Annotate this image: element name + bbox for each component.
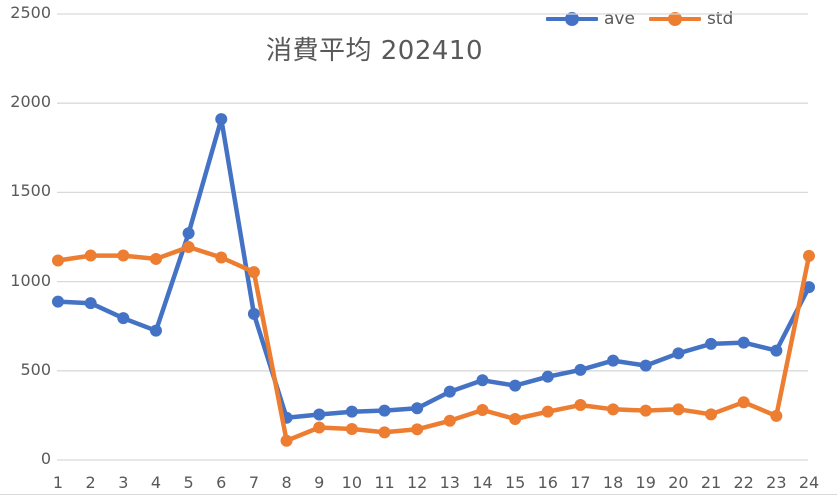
data-point-marker[interactable]: ave 14: 447 [476,374,489,387]
x-tick-label: 20 [668,473,689,492]
series-line [55,116,812,420]
data-point-marker[interactable]: std 14: 280 [476,404,489,417]
data-point-marker[interactable]: std 15: 230 [509,412,522,425]
data-point-marker[interactable]: ave 20: 598 [672,347,685,360]
chart-title: 消費平均 202410 [266,36,484,66]
data-point-marker[interactable]: std 22: 324 [737,396,750,409]
data-point-marker[interactable]: std 1: 1118 [52,254,64,267]
x-tick-label: 13 [439,473,460,492]
data-point-marker[interactable]: ave 9: 255 [313,408,326,421]
data-point-marker[interactable]: ave 22: 658 [737,336,750,349]
data-point-marker[interactable]: std 2: 1146 [84,249,97,262]
data-point-marker[interactable]: ave 21: 651 [705,337,718,350]
y-tick-label: 2000 [10,92,51,112]
y-tick-label: 1500 [10,181,51,201]
data-point-marker[interactable]: std 16: 271 [541,405,554,418]
data-point-marker[interactable]: ave 18: 557 [607,354,620,367]
data-point-marker[interactable]: ave 24: 969 [803,281,815,294]
x-tick-label: 17 [570,473,591,492]
x-tick-label: 9 [314,473,325,492]
x-tick-label: 19 [635,473,656,492]
x-tick-label: 3 [118,473,129,492]
data-point-marker[interactable]: std 19: 277 [639,404,652,417]
series-line [55,244,812,443]
y-tick-label: 2500 [10,3,51,22]
data-point-marker[interactable]: ave 10: 271 [345,405,358,418]
data-point-marker[interactable]: std 8: 108 [280,434,293,447]
x-tick-label: 10 [341,473,363,492]
data-point-marker[interactable]: std 18: 284 [607,403,620,416]
x-tick-label: 4 [150,473,162,492]
x-tick-label: 8 [281,473,292,492]
x-tick-label: 6 [216,473,227,492]
data-point-marker[interactable]: std 20: 284 [672,403,685,416]
legend-marker-icon [648,12,701,26]
data-point-marker[interactable]: std 12: 172 [411,423,424,436]
data-point-marker[interactable]: ave 5: 1271 [182,227,195,240]
x-tick-label: 11 [374,473,395,492]
data-point-marker[interactable]: ave 7: 819 [247,307,260,320]
x-tick-label: 16 [537,473,558,492]
x-tick-label: 14 [472,473,493,492]
data-point-marker[interactable]: ave 17: 505 [574,363,587,376]
data-point-marker[interactable]: std 17: 308 [574,399,587,412]
x-tick-label: 5 [183,473,194,492]
data-point-marker[interactable]: ave 12: 290 [411,402,424,415]
data-point-marker[interactable]: ave 23: 613 [770,344,783,357]
data-point-marker[interactable]: ave 15: 417 [509,379,522,392]
x-tick-label: 12 [406,473,428,492]
x-tick-label: 23 [766,473,787,492]
data-point-marker[interactable]: ave 16: 467 [541,370,554,383]
x-tick-label: 15 [504,473,526,492]
x-tick-label: 22 [733,473,754,492]
y-tick-label: 0 [40,449,51,468]
data-point-marker[interactable]: std 21: 256 [705,408,718,421]
data-point-marker[interactable]: ave 11: 277 [378,404,391,417]
x-tick-label: 1 [52,473,64,492]
data-point-marker[interactable]: std 3: 1146 [117,249,130,262]
data-point-marker[interactable]: std 6: 1135 [215,251,228,264]
y-tick-label: 1000 [10,270,51,290]
x-tick-label: 2 [85,473,96,492]
chart-border [0,494,837,495]
data-point-marker[interactable]: std 5: 1194 [182,240,195,253]
x-tick-label: 24 [798,473,820,492]
data-point-marker[interactable]: std 4: 1127 [149,252,162,265]
legend-marker-icon [546,12,598,26]
data-point-marker[interactable]: std 11: 155 [378,426,391,439]
x-tick-label: 7 [248,473,259,492]
data-point-marker[interactable]: ave 2: 879 [84,297,97,310]
x-tick-label: 18 [602,473,624,492]
data-point-marker[interactable]: ave 6: 1911 [215,113,228,126]
data-point-marker[interactable]: std 9: 182 [313,421,326,434]
data-point-marker[interactable]: ave 4: 725 [149,324,162,337]
series-ave: ave 1: 888 ave 2: 879 ave 3: 795 ave 4: 725… [52,113,815,424]
data-point-marker[interactable]: std 10: 174 [345,422,358,435]
series-std: std 1: 1118 std 2: 1146 std 3: 1146 std 4: … [52,240,815,447]
data-point-marker[interactable]: ave 19: 529 [639,359,652,372]
y-tick-label: 500 [20,359,51,379]
data-point-marker[interactable]: ave 3: 795 [117,312,130,325]
data-point-marker[interactable]: std 24: 1144 [803,249,815,262]
data-point-marker[interactable]: std 7: 1053 [247,266,260,279]
data-point-marker[interactable]: std 23: 247 [770,409,783,422]
x-tick-label: 21 [700,473,722,492]
data-point-marker[interactable]: ave 1: 888 [52,295,64,308]
data-point-marker[interactable]: ave 13: 383 [443,385,456,398]
data-point-marker[interactable]: std 13: 220 [443,414,456,427]
